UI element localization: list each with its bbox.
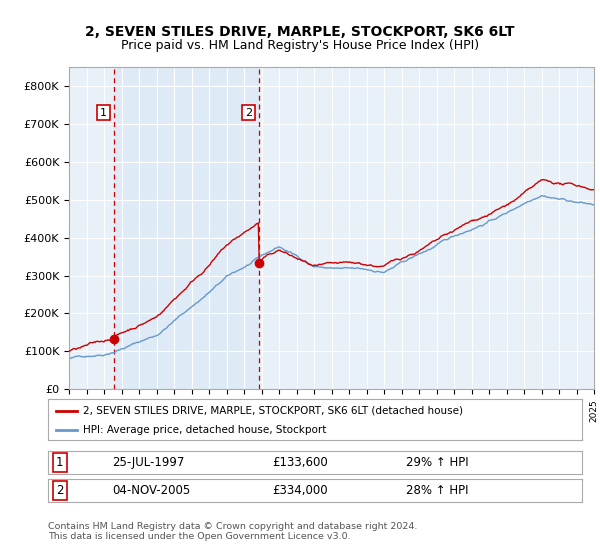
Text: 2, SEVEN STILES DRIVE, MARPLE, STOCKPORT, SK6 6LT (detached house): 2, SEVEN STILES DRIVE, MARPLE, STOCKPORT…	[83, 405, 463, 416]
Text: 29% ↑ HPI: 29% ↑ HPI	[406, 456, 469, 469]
Text: 2: 2	[245, 108, 252, 118]
Text: 04-NOV-2005: 04-NOV-2005	[112, 484, 190, 497]
Text: £334,000: £334,000	[272, 484, 328, 497]
Text: 28% ↑ HPI: 28% ↑ HPI	[406, 484, 468, 497]
Text: 2, SEVEN STILES DRIVE, MARPLE, STOCKPORT, SK6 6LT: 2, SEVEN STILES DRIVE, MARPLE, STOCKPORT…	[85, 25, 515, 39]
Text: 1: 1	[100, 108, 107, 118]
Text: Contains HM Land Registry data © Crown copyright and database right 2024.
This d: Contains HM Land Registry data © Crown c…	[48, 522, 418, 542]
Text: 2: 2	[56, 484, 64, 497]
Text: 1: 1	[56, 456, 64, 469]
Text: HPI: Average price, detached house, Stockport: HPI: Average price, detached house, Stoc…	[83, 424, 326, 435]
Text: 25-JUL-1997: 25-JUL-1997	[112, 456, 184, 469]
Bar	[114, 67, 259, 389]
Text: £133,600: £133,600	[272, 456, 328, 469]
Text: Price paid vs. HM Land Registry's House Price Index (HPI): Price paid vs. HM Land Registry's House …	[121, 39, 479, 52]
